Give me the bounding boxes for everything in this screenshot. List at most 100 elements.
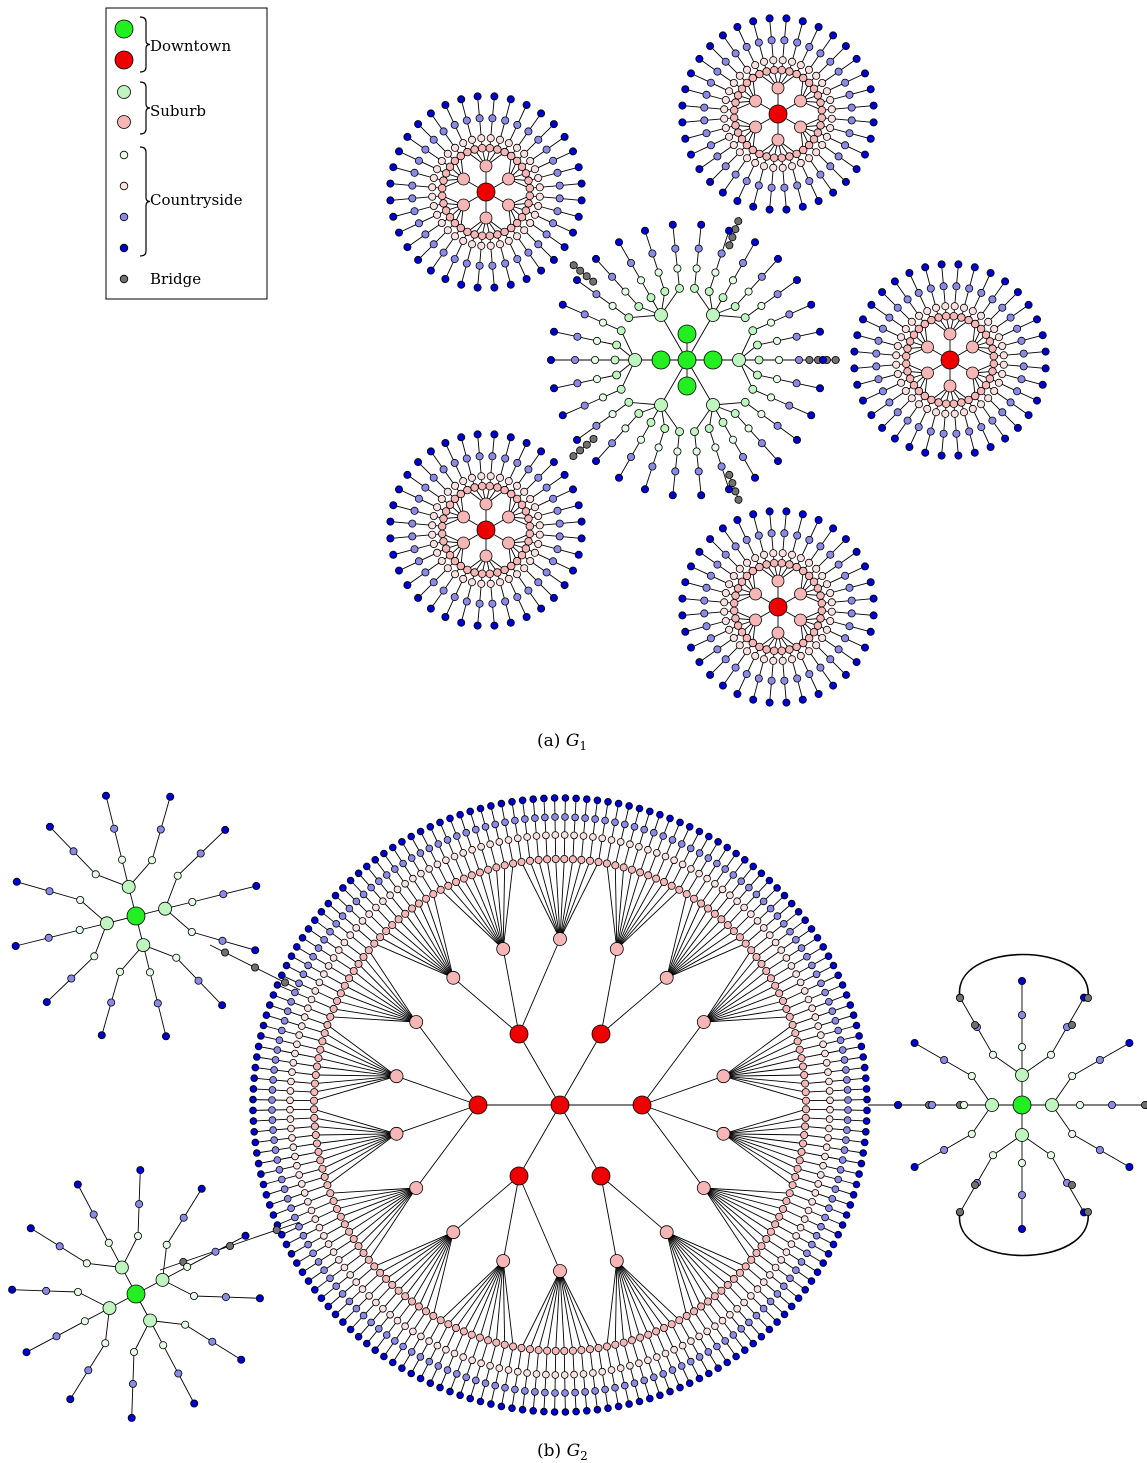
countryside-node bbox=[550, 327, 559, 336]
countryside-node bbox=[577, 534, 586, 543]
edge bbox=[374, 943, 454, 979]
edge bbox=[432, 1232, 454, 1317]
countryside-node bbox=[836, 1166, 845, 1174]
countryside-node bbox=[535, 192, 544, 201]
suburb-node bbox=[457, 536, 470, 550]
countryside-node bbox=[793, 435, 802, 444]
countryside-node bbox=[816, 542, 825, 551]
countryside-node bbox=[101, 1339, 110, 1348]
suburb-node bbox=[733, 584, 743, 593]
edge bbox=[559, 1033, 602, 1106]
suburb-node bbox=[439, 176, 448, 185]
edge bbox=[358, 963, 417, 1023]
countryside-node bbox=[965, 284, 974, 293]
countryside-node bbox=[843, 1116, 852, 1124]
countryside-node bbox=[426, 604, 435, 613]
legend-brace-countryside bbox=[139, 146, 151, 257]
countryside-node bbox=[218, 936, 227, 945]
suburb-node bbox=[421, 1307, 430, 1316]
suburb-node bbox=[660, 878, 669, 887]
countryside-node bbox=[426, 109, 435, 118]
edge bbox=[616, 878, 657, 950]
countryside-node bbox=[649, 1373, 658, 1382]
countryside-node bbox=[268, 1106, 276, 1114]
edge bbox=[495, 867, 504, 950]
suburb-node bbox=[690, 427, 699, 437]
edge bbox=[26, 1335, 57, 1353]
countryside-node bbox=[661, 852, 670, 861]
countryside-node bbox=[320, 1232, 328, 1240]
countryside-node bbox=[937, 451, 946, 460]
countryside-node bbox=[744, 424, 753, 433]
countryside-node bbox=[829, 1240, 838, 1249]
suburb-node bbox=[690, 894, 699, 903]
countryside-node bbox=[850, 347, 859, 356]
countryside-node bbox=[968, 307, 977, 316]
edge bbox=[976, 1026, 994, 1056]
countryside-node bbox=[826, 617, 835, 626]
countryside-node bbox=[542, 831, 550, 840]
suburb-node bbox=[310, 1088, 319, 1097]
countryside-node bbox=[753, 917, 762, 925]
suburb-node bbox=[794, 587, 807, 601]
suburb-node bbox=[981, 330, 991, 339]
countryside-node bbox=[434, 840, 443, 848]
countryside-node bbox=[443, 149, 452, 158]
countryside-node bbox=[759, 1304, 768, 1313]
suburb-node bbox=[311, 1071, 320, 1080]
countryside-node bbox=[488, 261, 497, 270]
edge bbox=[616, 1260, 665, 1329]
countryside-node bbox=[765, 1325, 774, 1334]
countryside-node bbox=[259, 1021, 268, 1030]
countryside-node bbox=[723, 843, 731, 852]
countryside-node bbox=[829, 188, 838, 197]
countryside-node bbox=[798, 202, 807, 211]
countryside-node bbox=[807, 925, 816, 933]
countryside-node bbox=[524, 248, 533, 257]
suburb-node bbox=[754, 355, 764, 365]
countryside-node bbox=[1024, 411, 1033, 420]
countryside-node bbox=[569, 485, 578, 494]
countryside-node bbox=[459, 849, 468, 857]
countryside-node bbox=[433, 210, 442, 219]
countryside-node bbox=[659, 1370, 667, 1378]
suburb-node bbox=[902, 352, 911, 361]
suburb-node bbox=[652, 874, 661, 883]
countryside-node bbox=[416, 849, 425, 857]
suburb-node bbox=[737, 577, 747, 586]
countryside-node bbox=[990, 324, 999, 333]
countryside-node bbox=[687, 865, 695, 873]
edge bbox=[943, 1133, 973, 1151]
countryside-node bbox=[866, 578, 875, 587]
countryside-node bbox=[937, 260, 946, 269]
countryside-node bbox=[542, 568, 551, 577]
suburb-node bbox=[696, 1181, 711, 1195]
countryside-node bbox=[403, 581, 412, 590]
suburb-node bbox=[667, 881, 676, 890]
countryside-node bbox=[824, 1250, 833, 1258]
suburb-node bbox=[788, 1020, 797, 1029]
countryside-node bbox=[774, 254, 783, 263]
countryside-node bbox=[446, 1387, 454, 1396]
downtown-node bbox=[651, 350, 671, 370]
countryside-node bbox=[540, 794, 548, 803]
countryside-node bbox=[718, 188, 727, 197]
suburb-node bbox=[747, 1255, 756, 1264]
countryside-node bbox=[745, 1318, 753, 1327]
countryside-node bbox=[841, 535, 850, 544]
countryside-node bbox=[615, 473, 624, 482]
countryside-node bbox=[573, 435, 582, 444]
countryside-node bbox=[735, 148, 744, 157]
countryside-node bbox=[872, 349, 881, 358]
suburb-node bbox=[507, 223, 516, 233]
suburb-node bbox=[456, 561, 465, 571]
edge bbox=[304, 1184, 328, 1194]
countryside-node bbox=[257, 1170, 265, 1178]
countryside-node bbox=[572, 1407, 580, 1416]
countryside-node bbox=[608, 301, 617, 310]
suburb-node bbox=[801, 1113, 810, 1122]
countryside-node bbox=[805, 558, 814, 567]
countryside-node bbox=[778, 163, 787, 172]
countryside-node bbox=[804, 1206, 813, 1215]
countryside-node bbox=[893, 341, 902, 350]
